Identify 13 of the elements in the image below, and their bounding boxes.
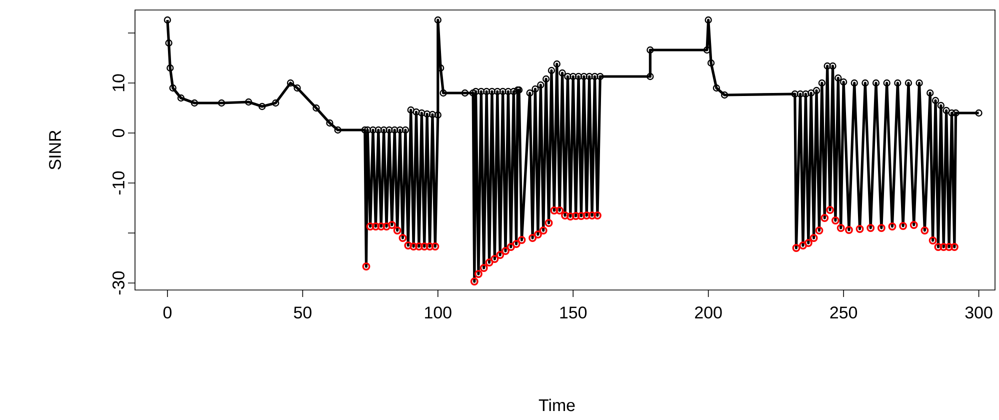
x-tick-label: 150 — [560, 306, 587, 319]
x-tick-label: 100 — [425, 306, 452, 319]
y-tick-label: -30 — [112, 271, 124, 294]
y-tick-label: 0 — [112, 128, 124, 138]
y-axis-title: SINR — [49, 130, 62, 170]
y-tick-label: -10 — [112, 171, 124, 194]
x-tick-label: 250 — [830, 306, 858, 319]
x-tick-label: 300 — [965, 306, 992, 319]
x-tick-label: 50 — [294, 306, 312, 319]
x-axis-title: Time — [538, 398, 575, 412]
x-tick-label: 0 — [163, 306, 172, 319]
x-tick-label: 200 — [695, 306, 722, 319]
y-tick-label: 10 — [112, 74, 124, 92]
